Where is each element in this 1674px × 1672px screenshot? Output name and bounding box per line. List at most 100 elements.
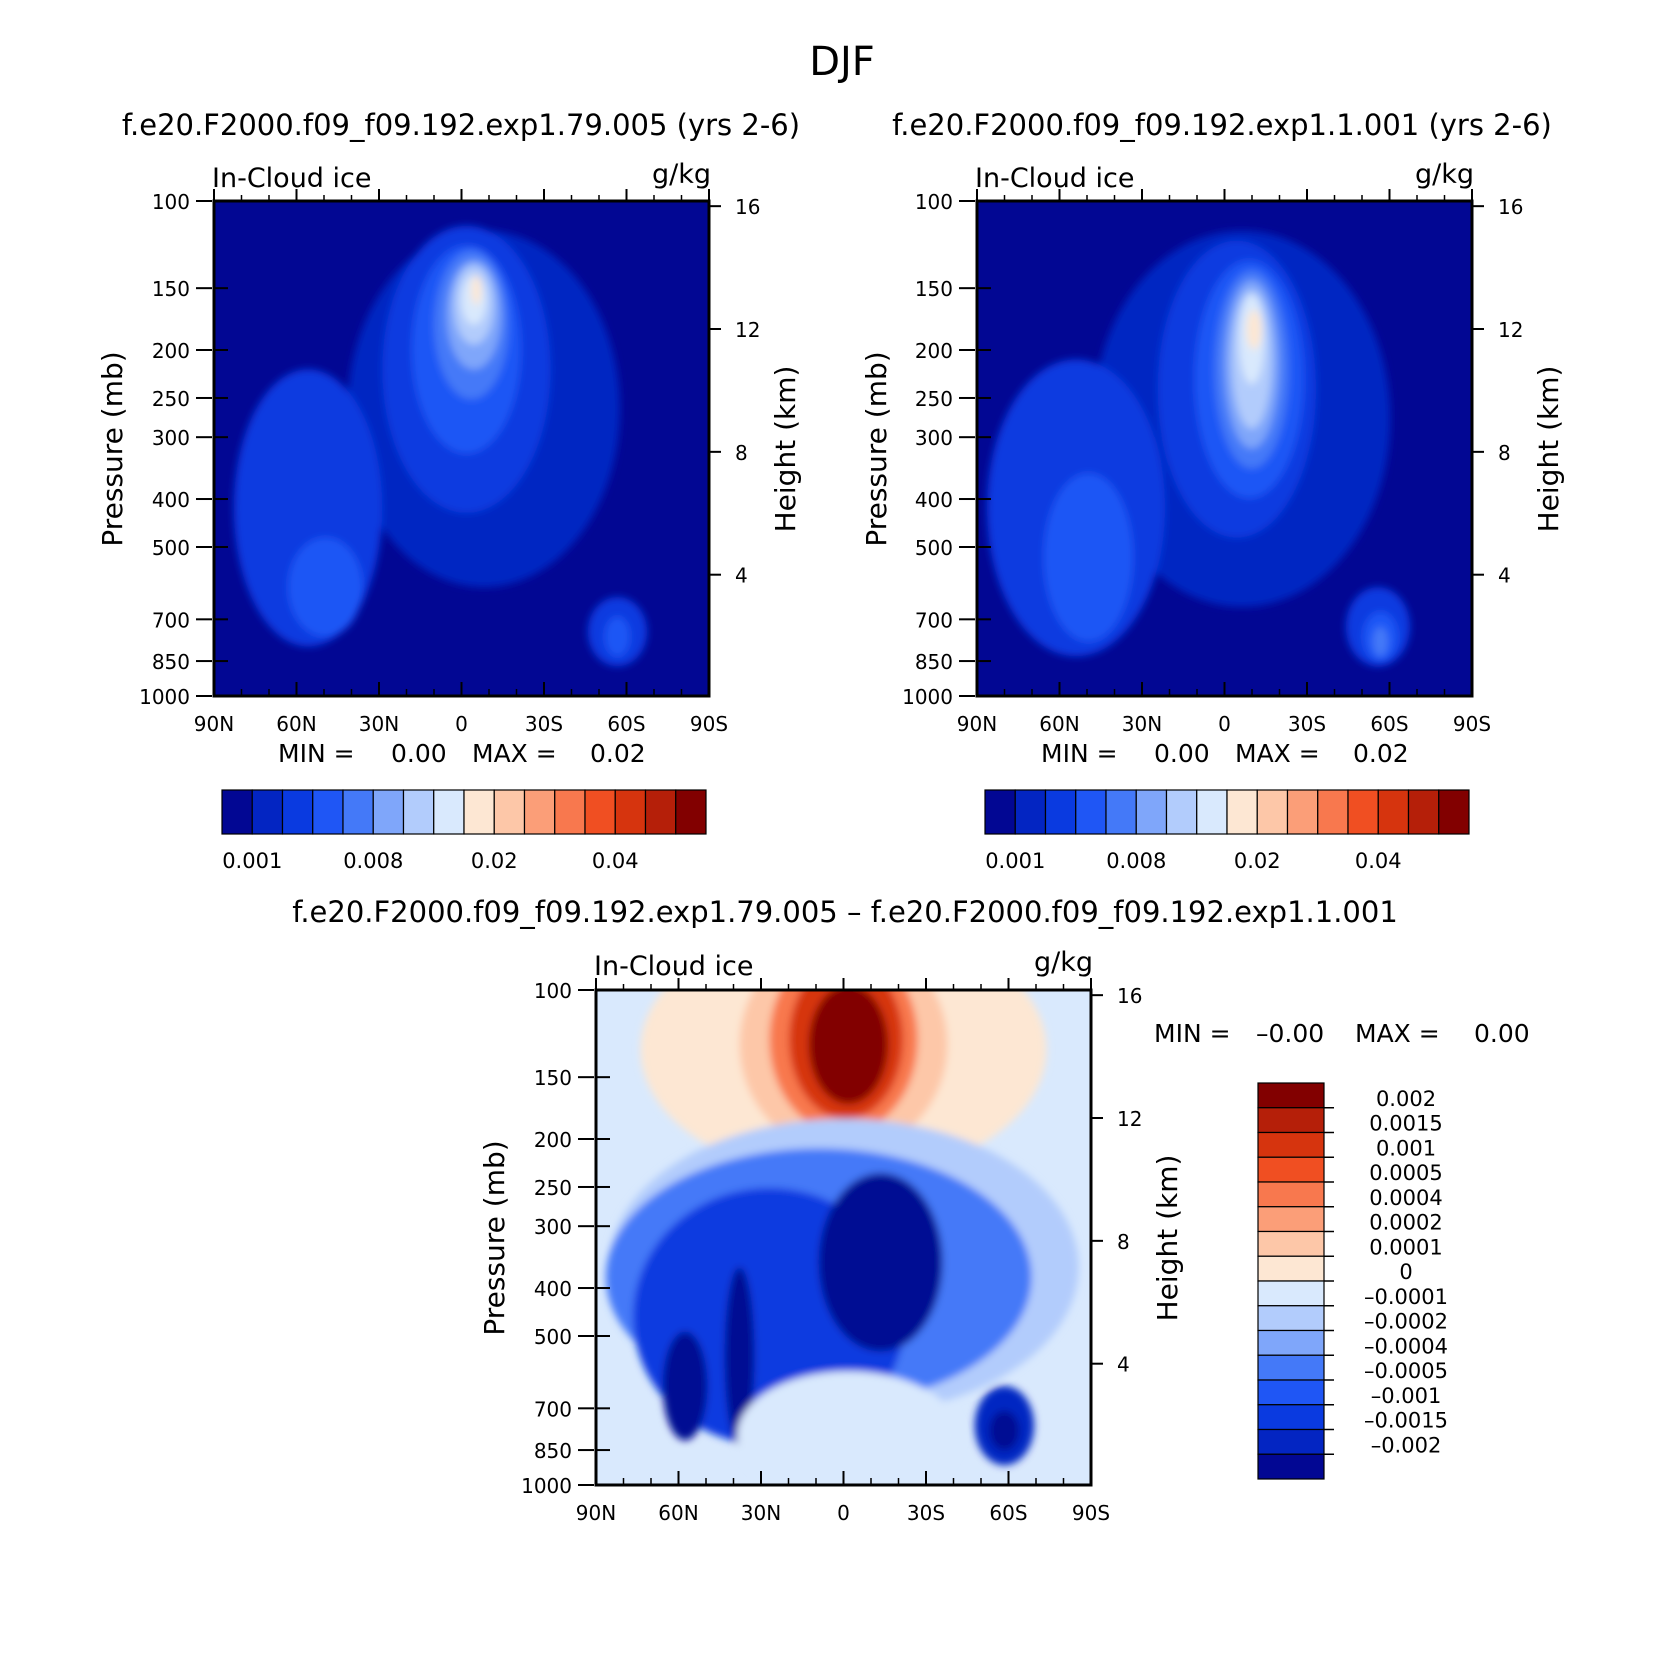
panel-3-colorbar-label: 0.002 [1376,1087,1436,1111]
panel-1-colorbar-box [342,789,374,835]
panel-1-colorbar-box [523,789,556,835]
panel-3-y-tick-label: 250 [534,1176,572,1200]
panel-2: f.e20.F2000.f09_f09.192.exp1.1.001 (yrs … [860,108,1565,873]
panel-3-colorbar-box [1257,1230,1325,1257]
panel-3-y-tick-label: 1000 [521,1474,572,1498]
panel-1-x-ticks: 90N 60N 30N 0 30S 60S 90S [194,189,728,736]
panel-3-left-label: In-Cloud ice [594,951,753,982]
panel-1-y-axis-right-label: Height (km) [769,366,802,533]
panel-1-x-tick-label: 90S [690,712,728,736]
panel-2-height-tick-label: 12 [1498,318,1523,342]
panel-3-min-value: –0.00 [1256,1019,1324,1048]
panel-2-colorbar-box [1438,789,1470,835]
panel-1-colorbar-box [312,789,344,835]
panel-1-x-tick-label: 60S [607,712,645,736]
panel-1-y-tick-label: 500 [152,536,190,560]
panel-3-y-tick-label: 700 [534,1397,572,1421]
panel-2-colorbar-box [1105,789,1137,835]
panel-2-y-tick-label: 850 [915,650,953,674]
panel-2-colorbar-box [1286,789,1319,835]
panel-2-x-ticks: 90N 60N 30N 0 30S 60S 90S [957,189,1491,736]
panel-1-height-ticks: 16 12 8 4 [709,195,760,588]
panel-3-min-label: MIN = [1154,1019,1231,1048]
panel-1-colorbar-box [281,789,314,835]
panel-2-colorbar-box [1407,789,1440,835]
panel-3-max-label: MAX = [1355,1019,1440,1048]
panel-2-units-label: g/kg [1415,159,1474,190]
panel-3-contour-level-9 [818,1173,943,1352]
panel-2-colorbar: 0.001 0.008 0.02 0.04 [984,789,1470,873]
panel-2-colorbar-box [1135,789,1168,835]
panel-2-y-tick-label: 250 [915,387,953,411]
panel-1-colorbar-box [584,789,616,835]
panel-2-colorbar-box [1196,789,1228,835]
panel-1-colorbar-box [614,789,647,835]
panel-1-y-tick-label: 1000 [139,685,190,709]
panel-2-colorbar-box [1317,789,1349,835]
panel-1-y-tick-label: 250 [152,387,190,411]
panel-1-x-tick-label: 60N [276,712,316,736]
panel-3-colorbar-box [1257,1181,1325,1208]
panel-3-x-tick-label: 90N [576,1501,616,1525]
panel-1-y-axis-label: Pressure (mb) [96,351,129,546]
panel-2-y-tick-label: 700 [915,608,953,632]
panel-2-y-tick-label: 150 [915,277,953,301]
panel-3-max-value: 0.00 [1474,1019,1530,1048]
panel-3: f.e20.F2000.f09_f09.192.exp1.79.005 – f.… [292,895,1529,1525]
panel-2-height-tick-label: 16 [1498,195,1523,219]
panel-2-x-tick-label: 60N [1039,712,1079,736]
panel-2-contour-level-7 [1246,309,1262,350]
panel-3-colorbar-box [1257,1107,1325,1134]
panel-3-y-tick-label: 850 [534,1439,572,1463]
panel-2-left-label: In-Cloud ice [975,163,1134,194]
panel-3-y-axis-label: Pressure (mb) [478,1140,511,1335]
panel-3-colorbar-box [1257,1404,1325,1431]
panel-2-colorbar-box [1075,789,1107,835]
panel-1-colorbar-box [493,789,526,835]
panel-2-colorbar-label: 0.04 [1355,849,1402,873]
panel-1-x-tick-label: 30S [525,712,563,736]
panel-1-y-tick-label: 150 [152,277,190,301]
panel-3-colorbar-label: 0.0002 [1369,1211,1442,1235]
panel-3-colorbar-label: –0.002 [1371,1433,1442,1457]
panel-1: f.e20.F2000.f09_f09.192.exp1.79.005 (yrs… [96,108,802,873]
panel-3-colorbar-label: –0.0005 [1364,1359,1448,1383]
panel-3-y-tick-label: 500 [534,1325,572,1349]
panel-3-height-tick-label: 8 [1117,1230,1130,1254]
panel-2-y-tick-label: 100 [915,190,953,214]
panel-2-min-value: 0.00 [1154,739,1210,768]
panel-1-max-label: MAX = [472,739,557,768]
panel-3-contour-level-4 [808,990,889,1104]
panel-2-colorbar-box [1256,789,1289,835]
panel-3-colorbar-box [1257,1354,1325,1381]
panel-2-y-tick-label: 1000 [902,685,953,709]
panel-1-y-tick-label: 700 [152,608,190,632]
panel-3-colorbar-box [1257,1082,1325,1109]
panel-3-height-tick-label: 12 [1117,1107,1142,1131]
panel-1-height-tick-label: 16 [735,195,760,219]
panel-2-x-tick-label: 30N [1122,712,1162,736]
panel-3-colorbar-box [1257,1280,1325,1307]
panel-1-colorbar-box [372,789,405,835]
panel-3-colorbar-box [1257,1255,1325,1282]
panel-3-colorbar-box [1257,1305,1325,1332]
panel-1-colorbar-box [554,789,586,835]
panel-2-y-axis-label: Pressure (mb) [860,351,893,546]
panel-1-colorbar-box [402,789,435,835]
panel-1-max-value: 0.02 [590,739,646,768]
panel-2-y-tick-label: 500 [915,536,953,560]
panel-1-y-tick-label: 400 [152,488,190,512]
panel-2-y-tick-label: 400 [915,488,953,512]
panel-3-x-tick-label: 60S [989,1501,1027,1525]
panel-2-min-label: MIN = [1041,739,1118,768]
panel-2-x-tick-label: 90N [957,712,997,736]
panel-3-colorbar-box [1257,1428,1325,1455]
panel-1-contour-level-11 [605,616,630,657]
panel-2-title: f.e20.F2000.f09_f09.192.exp1.1.001 (yrs … [892,108,1552,142]
panel-3-y-tick-label: 200 [534,1128,572,1152]
panel-2-x-tick-label: 0 [1218,712,1231,736]
panel-2-height-tick-label: 4 [1498,564,1511,588]
panel-1-colorbar-box [221,789,253,835]
panel-3-height-ticks: 16 12 8 4 [1091,984,1142,1377]
panel-1-left-label: In-Cloud ice [212,163,371,194]
